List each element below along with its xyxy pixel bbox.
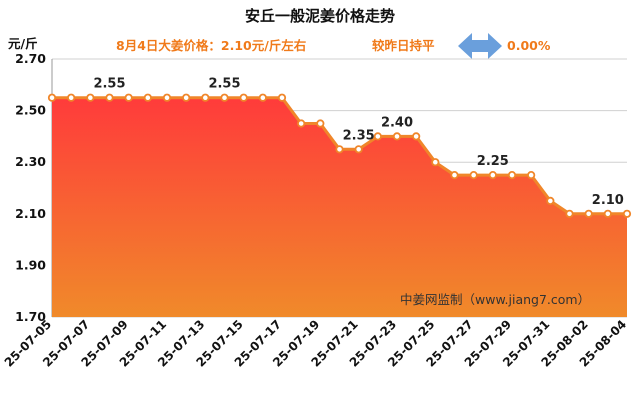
data-point [182, 93, 191, 102]
data-labels: 2.55 2.55 2.35 2.40 2.25 2.10 [93, 77, 623, 208]
data-point [143, 93, 152, 102]
data-point [105, 93, 114, 102]
data-point [546, 196, 555, 205]
data-point [527, 171, 536, 180]
data-point [450, 171, 459, 180]
data-point [373, 132, 382, 141]
y-tick-label: 2.10 [15, 206, 46, 221]
x-axis: 25-07-0525-07-0725-07-0925-07-1125-07-13… [2, 317, 629, 369]
data-label: 2.35 [343, 128, 375, 143]
data-point [86, 93, 95, 102]
data-point [392, 132, 402, 141]
data-points [47, 93, 632, 218]
data-point [622, 209, 632, 218]
data-point [412, 132, 421, 141]
y-tick-label: 1.70 [15, 309, 46, 324]
data-point [507, 171, 517, 180]
data-point [220, 93, 229, 102]
data-point [258, 93, 267, 102]
subtitle-price: 8月4日大姜价格：2.10元/斤左右 [116, 38, 306, 53]
area-fill [52, 97, 627, 317]
data-label: 2.40 [381, 115, 413, 130]
data-point [431, 158, 440, 167]
data-point [67, 93, 76, 102]
y-tick-label: 1.90 [15, 257, 46, 272]
data-point [162, 93, 172, 102]
watermark: 中姜网监制（www.jiang7.com） [400, 292, 590, 307]
data-point [239, 93, 248, 102]
data-point [47, 93, 57, 102]
y-tick-label: 2.70 [15, 51, 46, 66]
area-series [52, 96, 627, 317]
data-point [277, 93, 287, 102]
chart-title: 安丘一般泥姜价格走势 [245, 7, 395, 25]
data-label: 2.55 [93, 77, 125, 92]
double-arrow-icon [458, 33, 502, 59]
data-point [469, 171, 478, 180]
data-label: 2.25 [477, 154, 509, 169]
data-point [335, 145, 344, 154]
y-tick-label: 2.50 [15, 103, 46, 118]
data-point [603, 209, 612, 218]
data-point [354, 145, 363, 154]
subtitle-compare: 较昨日持平 [372, 38, 435, 53]
y-tick-label: 2.30 [15, 154, 46, 169]
data-label: 2.55 [208, 77, 240, 92]
data-point [488, 171, 497, 180]
data-point [584, 209, 593, 218]
data-point [565, 209, 574, 218]
y-axis: 1.70 1.90 2.10 2.30 2.50 2.70 [15, 51, 53, 324]
data-point [201, 93, 210, 102]
y-unit-label: 元/斤 [8, 36, 38, 51]
subtitle-change: 0.00% [507, 38, 551, 53]
data-point [316, 119, 325, 128]
data-label: 2.10 [592, 193, 624, 208]
data-point [124, 93, 133, 102]
data-point [297, 119, 306, 128]
